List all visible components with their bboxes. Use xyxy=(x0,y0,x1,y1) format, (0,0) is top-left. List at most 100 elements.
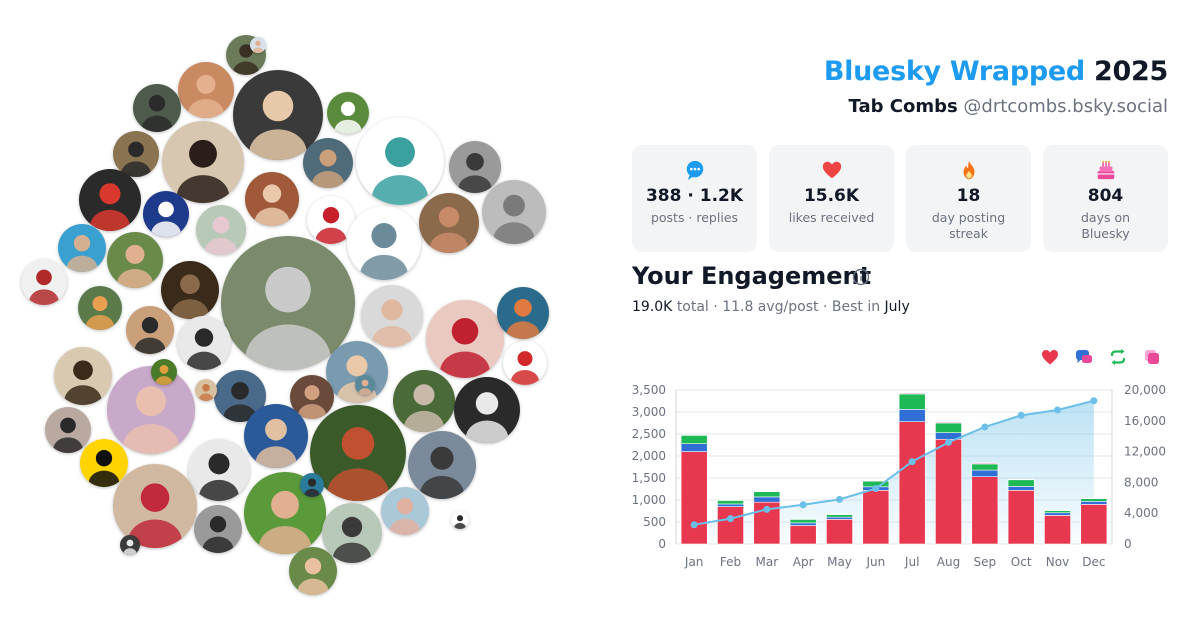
bar-segment[interactable] xyxy=(717,503,744,507)
bar-segment[interactable] xyxy=(680,435,708,444)
avatar[interactable] xyxy=(79,169,141,231)
bar-segment[interactable] xyxy=(789,525,817,545)
legend-quotes-quote-icon[interactable] xyxy=(1142,347,1162,367)
avatar[interactable] xyxy=(303,138,353,188)
bar-segment[interactable] xyxy=(717,500,744,505)
bar-segment[interactable] xyxy=(1080,501,1108,505)
avatar[interactable] xyxy=(426,300,504,378)
avatar[interactable] xyxy=(497,287,549,339)
avatar[interactable] xyxy=(151,359,177,385)
avatar-image xyxy=(199,453,239,501)
avatar[interactable] xyxy=(356,117,444,205)
avatar[interactable] xyxy=(245,172,299,226)
bar-segment[interactable] xyxy=(971,463,999,471)
bar-segment[interactable] xyxy=(971,476,999,545)
avatar[interactable] xyxy=(78,286,122,330)
bar-segment[interactable] xyxy=(1080,504,1108,545)
avatar[interactable] xyxy=(120,535,140,555)
avatar[interactable] xyxy=(326,341,388,403)
bar-segment[interactable] xyxy=(680,451,708,545)
avatar[interactable] xyxy=(80,439,128,487)
avatar[interactable] xyxy=(482,180,546,244)
bar-segment[interactable] xyxy=(1007,486,1035,491)
x-tick-label: Mar xyxy=(756,555,779,569)
bar-segment[interactable] xyxy=(971,469,999,477)
bar-segment[interactable] xyxy=(1044,515,1071,545)
bar-segment[interactable] xyxy=(789,519,817,524)
avatar[interactable] xyxy=(195,379,217,401)
bar-segment[interactable] xyxy=(935,421,962,424)
bar-segment[interactable] xyxy=(898,392,926,395)
avatar[interactable] xyxy=(355,375,375,395)
bar-segment[interactable] xyxy=(826,516,853,520)
avatar[interactable] xyxy=(54,347,112,405)
bar-segment[interactable] xyxy=(826,519,853,545)
info-icon[interactable] xyxy=(852,268,870,286)
legend-replies-reply-icon[interactable] xyxy=(1074,347,1094,367)
avatar[interactable] xyxy=(21,259,67,305)
bar-segment[interactable] xyxy=(680,443,708,452)
avatar[interactable] xyxy=(454,377,520,443)
avatar[interactable] xyxy=(381,487,429,535)
bar-segment[interactable] xyxy=(971,462,999,465)
avatar-image xyxy=(493,194,535,244)
bar-segment[interactable] xyxy=(753,496,781,503)
avatar[interactable] xyxy=(393,370,455,432)
bar-segment[interactable] xyxy=(935,438,962,545)
avatar[interactable] xyxy=(107,232,163,288)
avatar[interactable] xyxy=(419,193,479,253)
avatar[interactable] xyxy=(244,404,308,468)
avatar[interactable] xyxy=(126,306,174,354)
avatar[interactable] xyxy=(177,316,231,370)
avatar[interactable] xyxy=(113,131,159,177)
avatar-image xyxy=(255,418,297,468)
avatar[interactable] xyxy=(162,121,244,203)
avatar[interactable] xyxy=(161,261,219,319)
avatar[interactable] xyxy=(45,407,91,453)
avatar[interactable] xyxy=(250,37,266,53)
bar-segment[interactable] xyxy=(826,514,853,518)
bar-segment[interactable] xyxy=(898,409,926,422)
bar-segment[interactable] xyxy=(789,522,817,526)
bar-segment[interactable] xyxy=(1007,490,1035,545)
avatar[interactable] xyxy=(58,224,106,272)
avatar[interactable] xyxy=(449,141,501,193)
bar-segment[interactable] xyxy=(898,421,926,545)
avatar[interactable] xyxy=(196,205,246,255)
bar-segment[interactable] xyxy=(1007,479,1035,487)
bar-segment[interactable] xyxy=(935,422,962,433)
avatar[interactable] xyxy=(107,366,195,454)
avatar[interactable] xyxy=(143,191,189,237)
bar-segment[interactable] xyxy=(753,491,781,498)
avatar[interactable] xyxy=(113,464,197,548)
avatar[interactable] xyxy=(178,62,234,118)
bar-segment[interactable] xyxy=(898,393,926,410)
avatar[interactable] xyxy=(310,405,406,501)
avatar[interactable] xyxy=(327,92,369,134)
bar-segment[interactable] xyxy=(1080,498,1108,502)
avatar[interactable] xyxy=(133,84,181,132)
avatar[interactable] xyxy=(194,505,242,553)
avatar[interactable] xyxy=(233,70,323,160)
avatar[interactable] xyxy=(300,473,324,497)
bar-segment[interactable] xyxy=(1044,510,1071,514)
bar-segment[interactable] xyxy=(1044,512,1071,516)
bar-segment[interactable] xyxy=(717,506,744,545)
avatar[interactable] xyxy=(289,547,337,595)
cumulative-point xyxy=(727,515,734,523)
avatar[interactable] xyxy=(322,503,382,563)
avatar[interactable] xyxy=(503,341,547,385)
stat-label: posts · replies xyxy=(650,210,739,225)
avatar[interactable] xyxy=(347,206,421,280)
legend-reposts-repost-icon[interactable] xyxy=(1108,347,1128,367)
bar-segment[interactable] xyxy=(862,490,890,545)
cumulative-point xyxy=(763,505,771,513)
cumulative-point xyxy=(872,485,880,493)
avatar[interactable] xyxy=(221,236,355,370)
avatar[interactable] xyxy=(451,511,469,529)
engagement-avg: 11.8 avg/post xyxy=(722,299,819,315)
legend-likes-heart-icon[interactable] xyxy=(1040,347,1060,367)
avatar[interactable] xyxy=(361,285,423,347)
avatar[interactable] xyxy=(408,431,476,499)
avatar[interactable] xyxy=(188,439,250,501)
